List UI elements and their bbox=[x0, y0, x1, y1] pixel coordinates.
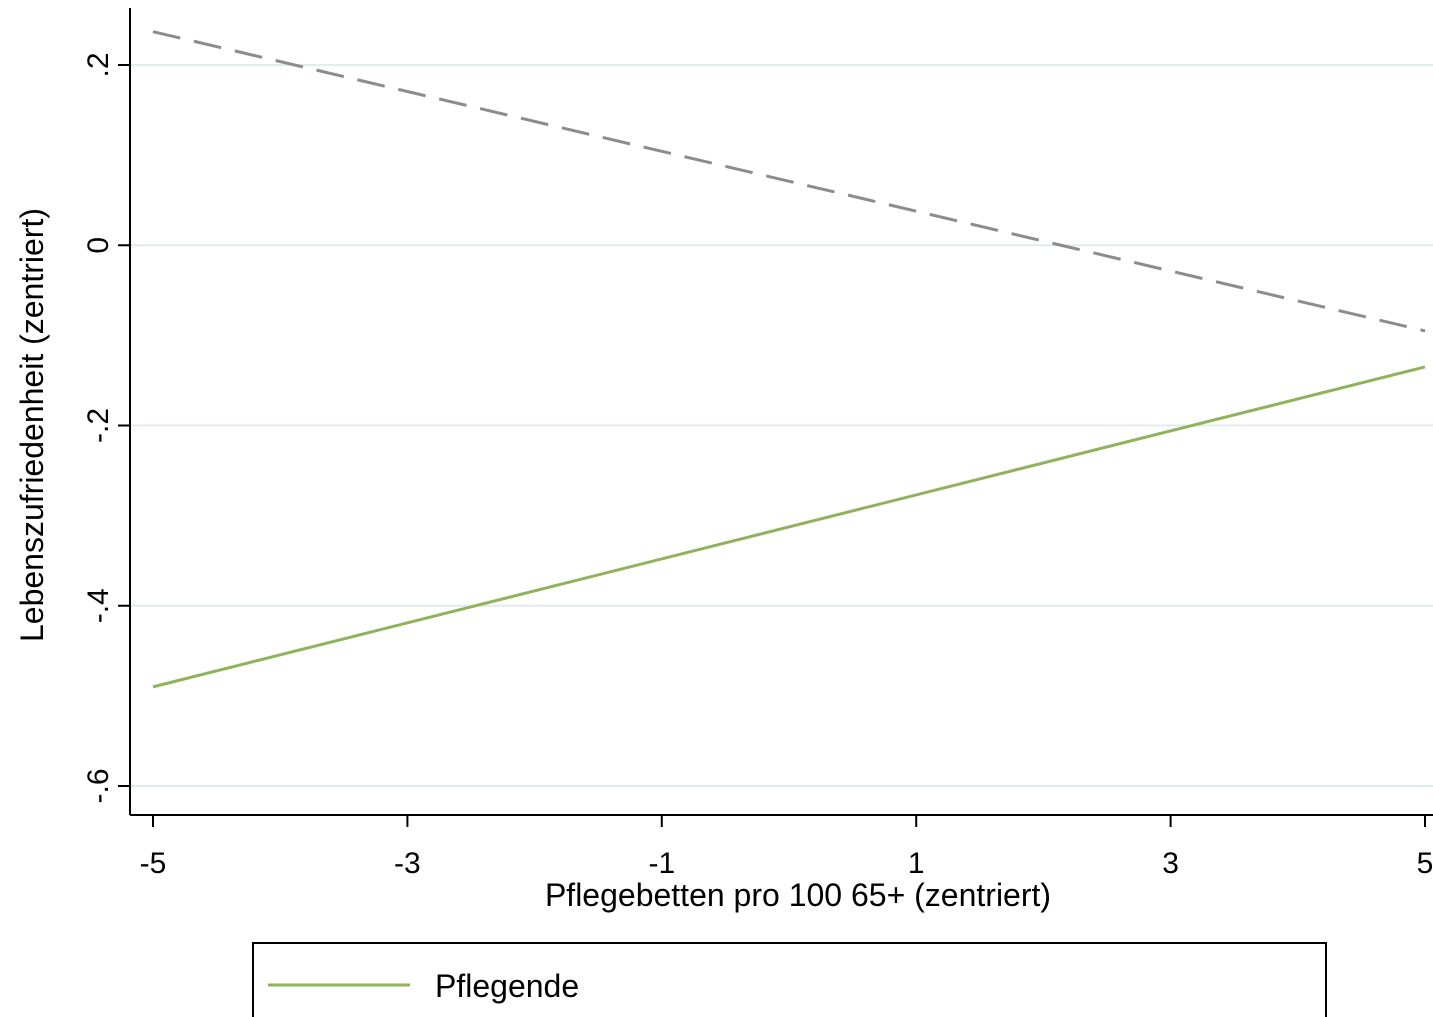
ticks: -.6 -.4 -.2 0 .2 -5 -3 -1 1 3 5 bbox=[82, 52, 1433, 880]
series-layer bbox=[152, 30, 1426, 689]
x-tick-label-5: 5 bbox=[1417, 847, 1433, 880]
y-tick-label-3: 0 bbox=[82, 237, 115, 254]
y-tick-label-4: .2 bbox=[82, 52, 115, 77]
y-tick-label-2: -.2 bbox=[82, 408, 115, 443]
series-line-1 bbox=[152, 30, 1426, 333]
series-line-0 bbox=[152, 365, 1426, 689]
grid-lines bbox=[130, 64, 1433, 787]
x-tick-label-3: 1 bbox=[908, 847, 925, 880]
x-tick-label-2: -1 bbox=[648, 847, 675, 880]
y-tick-label-1: -.4 bbox=[82, 588, 115, 623]
x-axis-title: Pflegebetten pro 100 65+ (zentriert) bbox=[545, 877, 1051, 913]
legend-label-pflegende: Pflegende bbox=[435, 968, 579, 1004]
y-tick-label-0: -.6 bbox=[82, 768, 115, 803]
x-tick-label-1: -3 bbox=[394, 847, 421, 880]
legend-box bbox=[252, 942, 1327, 1017]
axes bbox=[129, 8, 1433, 816]
x-tick-label-0: -5 bbox=[140, 847, 167, 880]
x-tick-label-4: 3 bbox=[1162, 847, 1179, 880]
y-axis-title: Lebenszufriedenheit (zentriert) bbox=[14, 208, 50, 642]
legend: Pflegende bbox=[252, 942, 1327, 1017]
